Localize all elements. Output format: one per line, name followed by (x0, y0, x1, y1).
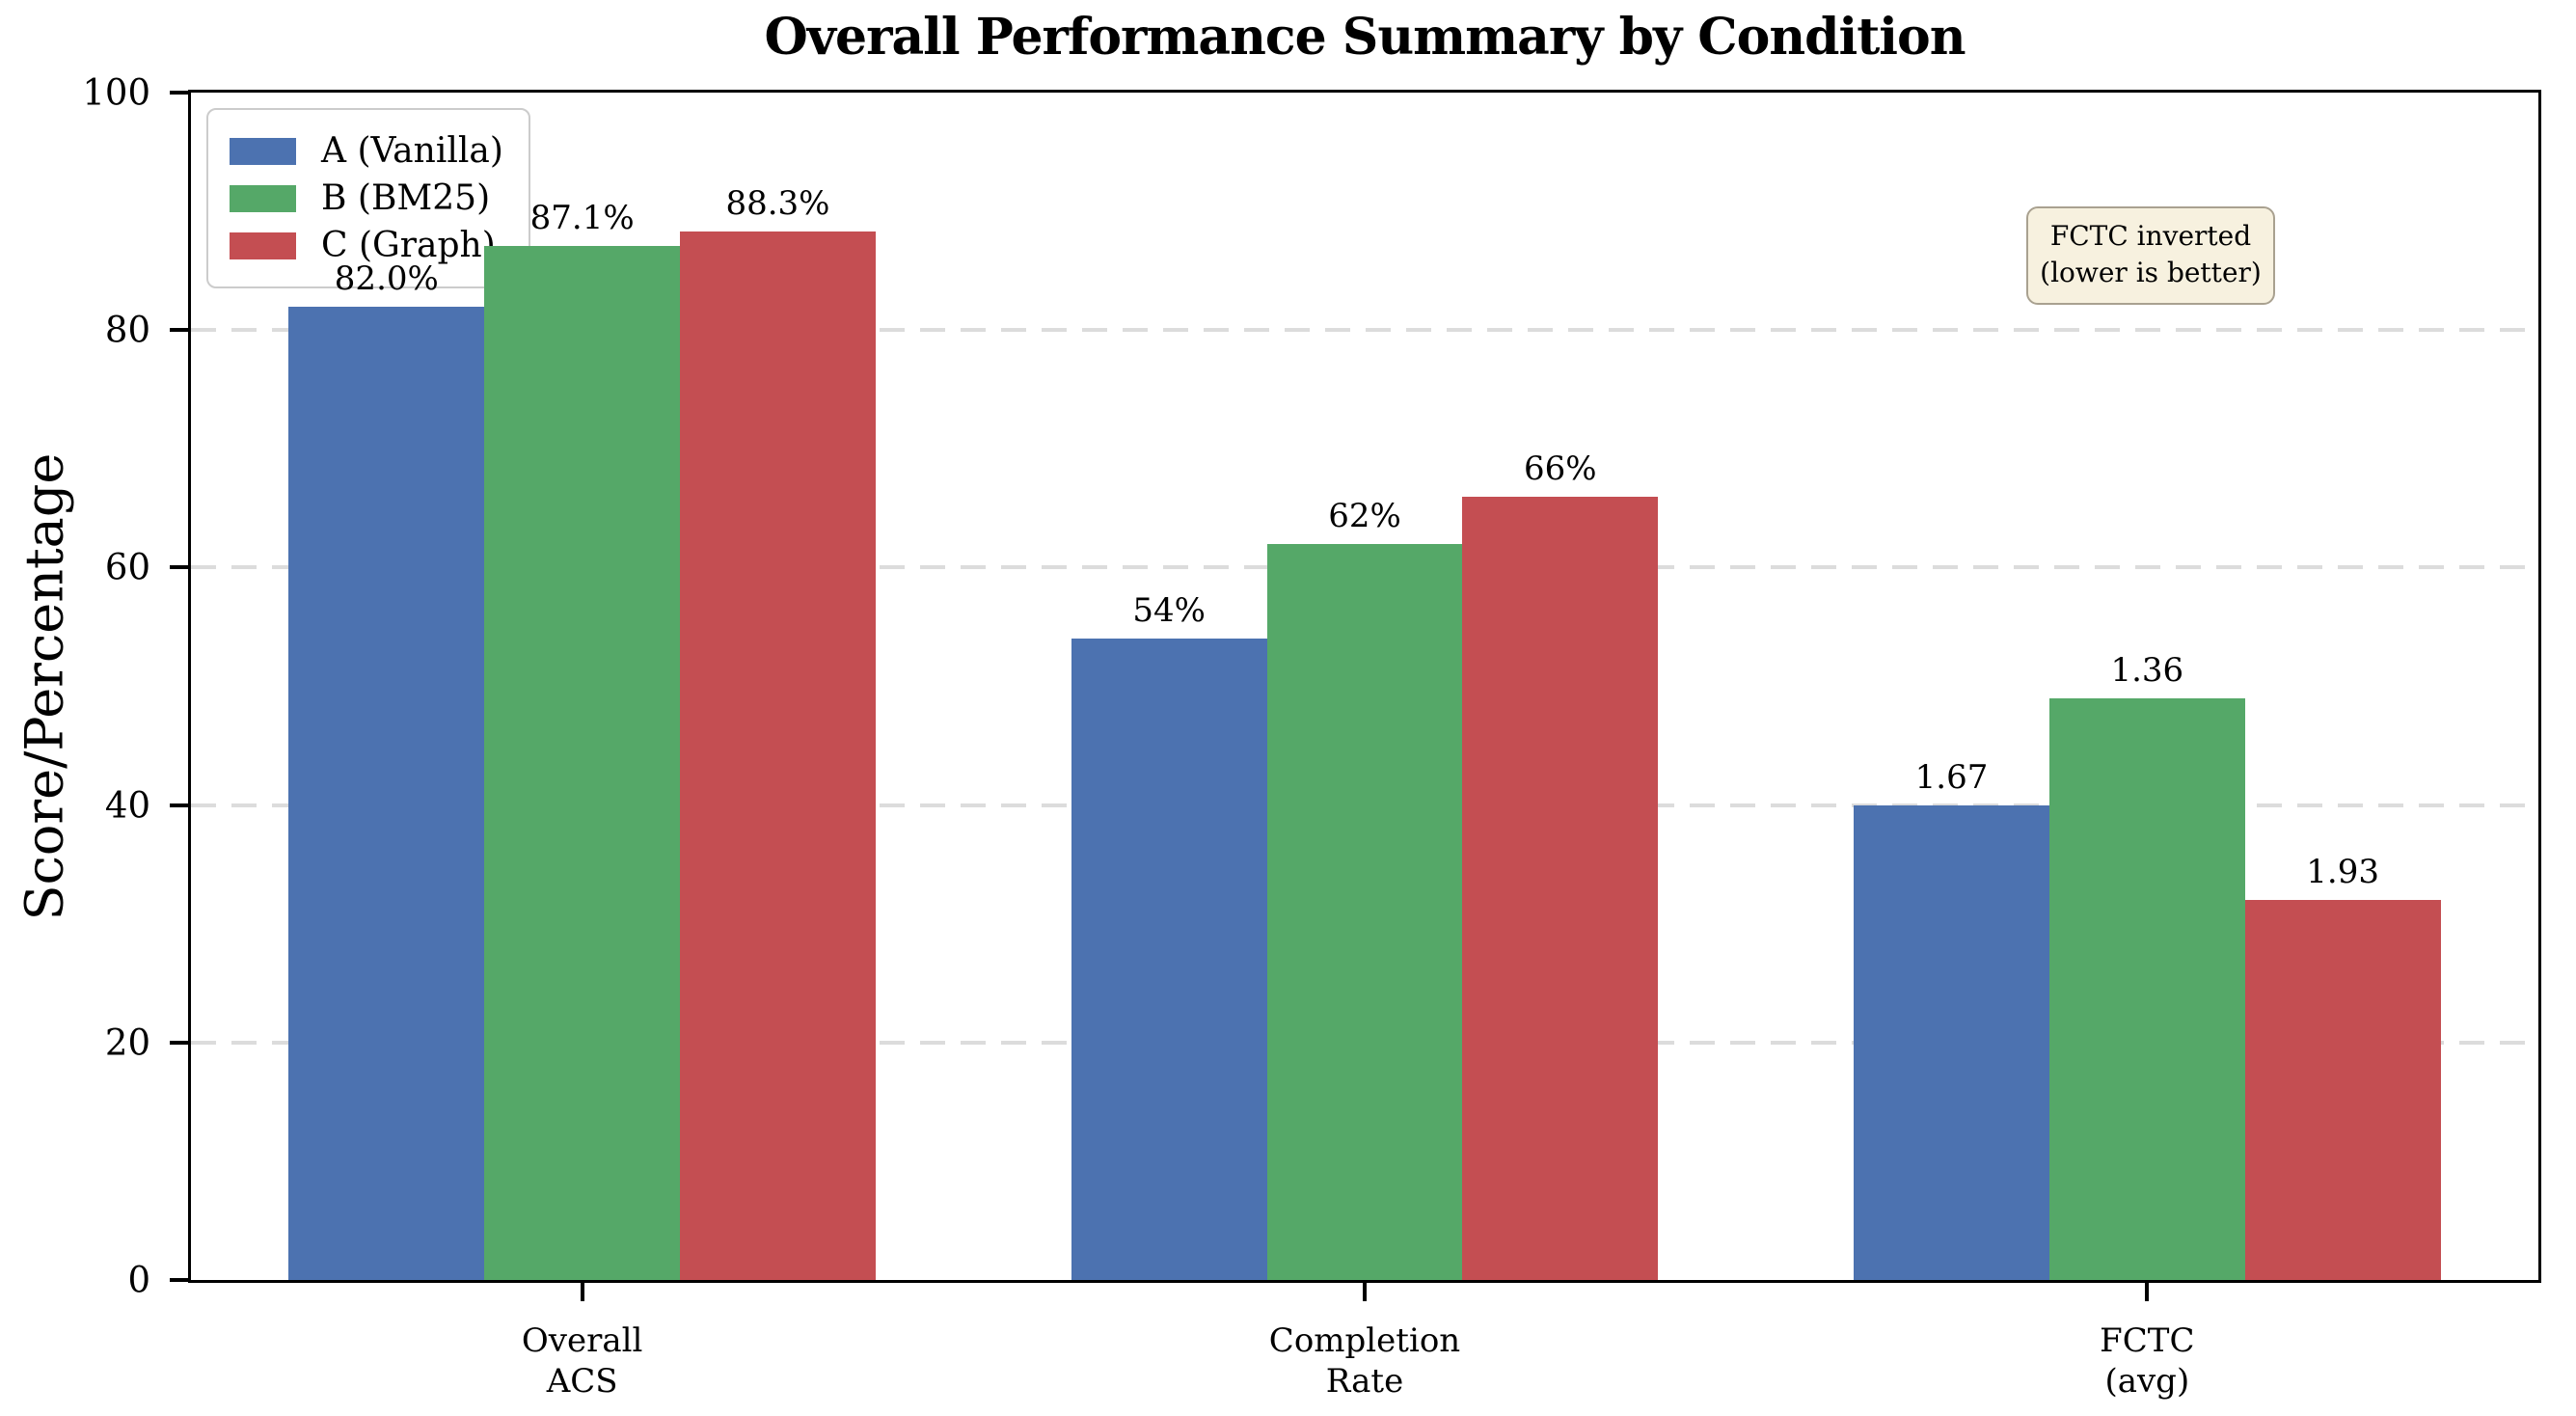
bar-A-group-2: 1.67 (1854, 761, 2049, 1280)
bar-A-group-0: 82.0% (288, 262, 485, 1280)
y-tick-mark-80 (170, 328, 188, 333)
y-tick-mark-60 (170, 565, 188, 570)
bar-value-label: 88.3% (725, 184, 830, 224)
annotation-line-1: FCTC inverted (2049, 220, 2252, 252)
x-tick-mark-1 (1363, 1283, 1367, 1301)
bar-B-group-0: 87.1% (484, 202, 681, 1280)
y-tick-label-80: 80 (104, 309, 150, 351)
bar-value-label: 82.0% (334, 259, 439, 298)
y-tick-label-100: 100 (82, 71, 150, 114)
x-category-label-line: Completion (1268, 1321, 1461, 1360)
y-tick-label-40: 40 (104, 784, 150, 827)
x-category-label-line: Rate (1325, 1362, 1404, 1401)
annotation-box: FCTC inverted (lower is better) (2026, 206, 2275, 305)
bar-value-label: 62% (1328, 496, 1401, 535)
chart-title: Overall Performance Summary by Condition (764, 8, 1966, 67)
bar-C-group-1: 66% (1462, 452, 1659, 1280)
bar-value-label: 1.93 (2306, 853, 2380, 892)
legend-item-A: A (Vanilla) (230, 127, 503, 175)
x-category-label-1: Completion Rate (1269, 1321, 1460, 1402)
legend-item-C: C (Graph) (230, 222, 503, 269)
legend-swatch-icon (230, 137, 296, 165)
plot-area: A (Vanilla) B (BM25) C (Graph) FCTC invert… (82, 75, 2541, 1401)
bar-B-group-1: 62% (1266, 500, 1463, 1280)
x-tick-mark-0 (580, 1283, 584, 1301)
legend-item-label: C (Graph) (321, 225, 496, 265)
x-category-label-line: FCTC (2100, 1321, 2195, 1360)
x-category-label-0: Overall ACS (522, 1321, 642, 1402)
legend: A (Vanilla) B (BM25) C (Graph) (206, 108, 530, 288)
bar-A-group-1: 54% (1071, 594, 1267, 1280)
y-tick-mark-0 (170, 1278, 188, 1282)
y-tick-mark-100 (170, 91, 188, 95)
y-tick-label-20: 20 (104, 1021, 150, 1064)
y-tick-label-60: 60 (104, 546, 150, 588)
x-category-label-line: ACS (546, 1362, 618, 1401)
bar-C-group-2: 1.93 (2244, 856, 2441, 1280)
x-tick-mark-2 (2145, 1283, 2150, 1301)
legend-item-label: A (Vanilla) (321, 130, 503, 171)
y-tick-mark-20 (170, 1040, 188, 1045)
legend-swatch-icon (230, 184, 296, 212)
bar-C-group-0: 88.3% (680, 187, 876, 1280)
y-tick-mark-40 (170, 803, 188, 807)
bar-value-label: 87.1% (529, 198, 635, 237)
x-category-label-line: Overall (521, 1321, 643, 1360)
annotation-line-2: (lower is better) (2040, 257, 2262, 288)
gridline-y-80 (191, 328, 2538, 333)
bar-value-label: 1.36 (2110, 650, 2184, 690)
x-category-label-line: (avg) (2104, 1362, 2190, 1401)
y-tick-label-0: 0 (127, 1259, 150, 1301)
bar-value-label: 54% (1132, 591, 1206, 631)
bar-B-group-2: 1.36 (2048, 654, 2245, 1280)
legend-item-label: B (BM25) (321, 177, 491, 218)
legend-swatch-icon (230, 231, 296, 259)
legend-item-B: B (BM25) (230, 175, 503, 222)
x-category-label-2: FCTC (avg) (2100, 1321, 2194, 1402)
y-axis-label: Score/Percentage (14, 452, 75, 921)
bar-value-label: 1.67 (1914, 757, 1989, 797)
bar-value-label: 66% (1524, 449, 1597, 488)
